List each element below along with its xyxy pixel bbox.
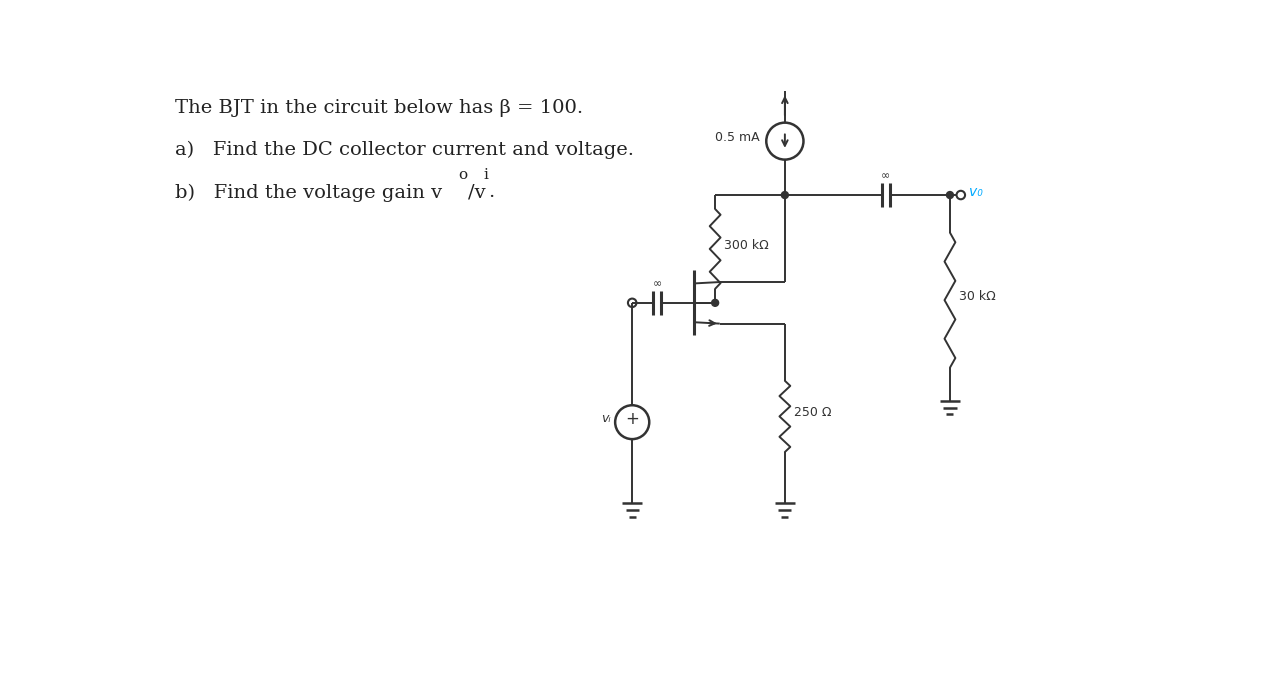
Text: v₀: v₀ xyxy=(969,185,983,199)
Text: +: + xyxy=(625,410,639,428)
Text: i: i xyxy=(483,168,488,182)
Text: ∞: ∞ xyxy=(653,279,662,289)
Circle shape xyxy=(947,192,953,198)
Text: b)   Find the voltage gain v: b) Find the voltage gain v xyxy=(175,183,442,202)
Text: 300 kΩ: 300 kΩ xyxy=(724,239,769,252)
Text: 250 Ω: 250 Ω xyxy=(795,406,832,419)
Text: ∞: ∞ xyxy=(881,171,890,181)
Circle shape xyxy=(712,299,719,306)
Text: 30 kΩ: 30 kΩ xyxy=(960,290,996,303)
Text: The BJT in the circuit below has β = 100.: The BJT in the circuit below has β = 100… xyxy=(175,99,583,117)
Text: 0.5 mA: 0.5 mA xyxy=(715,131,760,144)
Text: o: o xyxy=(457,168,468,182)
Text: .: . xyxy=(488,183,495,201)
Text: a)   Find the DC collector current and voltage.: a) Find the DC collector current and vol… xyxy=(175,141,634,160)
Text: vᵢ: vᵢ xyxy=(601,412,611,425)
Circle shape xyxy=(782,192,788,198)
Text: /v: /v xyxy=(468,183,486,201)
